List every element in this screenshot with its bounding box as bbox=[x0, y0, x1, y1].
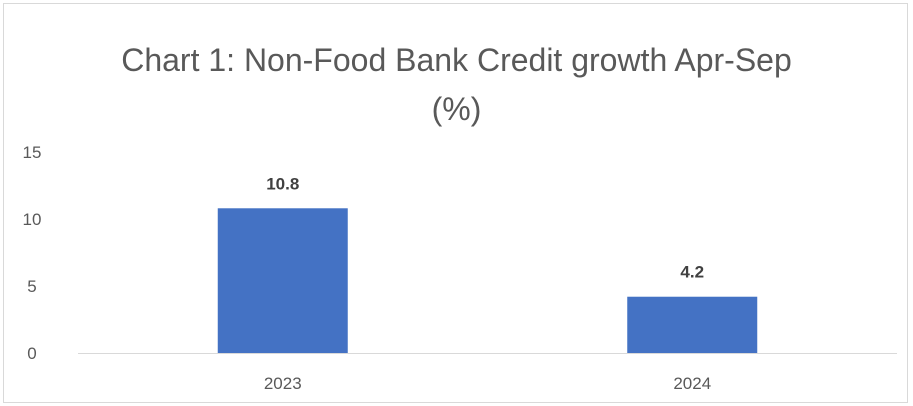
chart-title-line-2: (%) bbox=[431, 91, 482, 127]
x-tick-label: 2024 bbox=[673, 374, 711, 393]
y-tick-label: 10 bbox=[23, 210, 42, 229]
x-axis: 2023 2024 bbox=[78, 353, 897, 393]
chart-title-line-1: Chart 1: Non-Food Bank Credit growth Apr… bbox=[121, 42, 792, 78]
bar bbox=[627, 296, 758, 353]
chart-title: Chart 1: Non-Food Bank Credit growth Apr… bbox=[0, 36, 913, 134]
data-label: 10.8 bbox=[266, 174, 299, 193]
data-label: 4.2 bbox=[680, 263, 704, 282]
bars: 10.8 4.2 bbox=[217, 174, 758, 353]
y-tick-label: 0 bbox=[27, 344, 36, 363]
y-tick-label: 5 bbox=[27, 277, 36, 296]
y-axis: 0 5 10 15 bbox=[23, 143, 42, 363]
x-tick-label: 2023 bbox=[264, 374, 302, 393]
y-tick-label: 15 bbox=[23, 143, 42, 162]
bar bbox=[217, 208, 348, 353]
